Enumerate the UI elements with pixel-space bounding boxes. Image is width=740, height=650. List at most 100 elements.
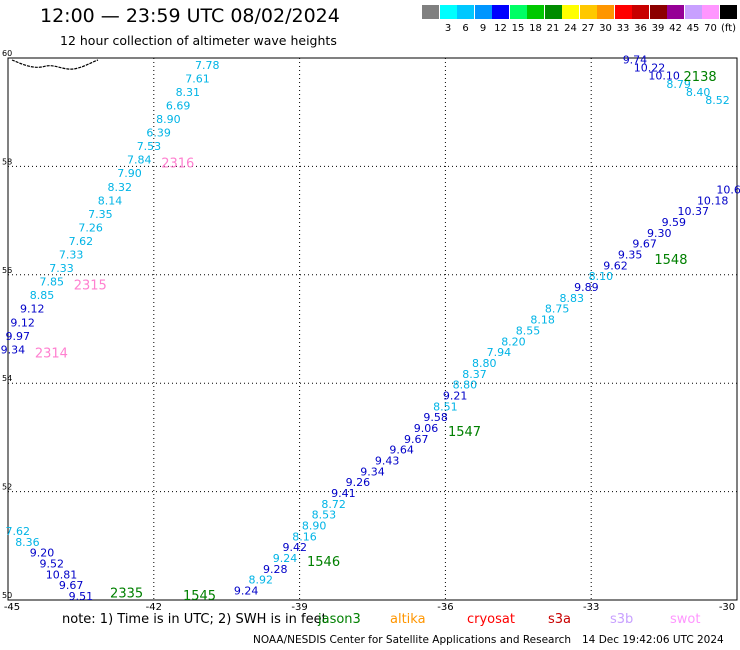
scale-label: 18 (529, 23, 542, 34)
lon-tick-label: -39 (291, 602, 307, 613)
satellite-label-cryosat: cryosat (467, 612, 515, 627)
swh-value: 9.26 (346, 476, 371, 489)
satellite-label-altika: altika (390, 612, 426, 627)
swh-value: 8.14 (98, 194, 123, 207)
swh-value: 8.16 (292, 530, 317, 543)
pass-time-label: 1546 (307, 555, 340, 570)
swh-value: 7.94 (487, 346, 512, 359)
pass-time-label: 2316 (161, 157, 194, 172)
swh-value: 9.24 (273, 552, 298, 565)
scale-swatch (667, 5, 684, 19)
footer-note: note: 1) Time is in UTC; 2) SWH is in fe… (62, 612, 327, 627)
swh-value: 9.34 (1, 343, 26, 356)
page-title: 12:00 — 23:59 UTC 08/02/2024 (40, 5, 340, 27)
scale-swatch (632, 5, 649, 19)
swh-value: 9.24 (234, 585, 259, 598)
swh-value: 8.32 (108, 181, 133, 194)
page-subtitle: 12 hour collection of altimeter wave hei… (60, 33, 337, 48)
scale-swatch (527, 5, 544, 19)
swh-value: 8.51 (433, 400, 458, 413)
swh-value: 9.51 (69, 590, 94, 603)
scale-swatch (474, 5, 492, 19)
pass-time-label: 2315 (74, 279, 107, 294)
swh-value: 7.62 (69, 235, 94, 248)
swh-value: 7.84 (127, 154, 152, 167)
scale-label: 42 (669, 23, 682, 34)
swh-value: 8.83 (560, 292, 585, 305)
scale-unit: (ft) (720, 23, 737, 34)
lat-tick-label: 56 (2, 266, 12, 275)
scale-swatch (544, 5, 562, 19)
scale-swatch (457, 5, 474, 19)
scale-label: 30 (599, 23, 612, 34)
lat-tick-label: 52 (2, 483, 12, 492)
swh-value: 9.64 (389, 444, 414, 457)
swh-value: 9.21 (443, 389, 468, 402)
pass-time-label: 1545 (183, 589, 216, 604)
pass-time-label: 1548 (654, 253, 687, 268)
lon-tick-label: -45 (4, 602, 20, 613)
coastline-fragment (11, 59, 99, 70)
scale-swatch (509, 5, 527, 19)
swh-value: 10.81 (46, 568, 78, 581)
scale-label: 27 (581, 23, 595, 34)
swh-value: 10.10 (648, 70, 680, 83)
swh-value: 8.75 (545, 303, 570, 316)
swh-value: 9.34 (360, 465, 385, 478)
swh-value: 8.79 (666, 78, 691, 91)
scale-label: 39 (651, 23, 665, 34)
pass-time-label: 2335 (110, 586, 143, 601)
swh-value: 6.69 (166, 99, 191, 112)
lon-tick-label: -30 (719, 602, 735, 613)
swh-value: 8.20 (501, 335, 526, 348)
lon-tick-label: -42 (146, 602, 162, 613)
swh-value: 10.37 (678, 205, 710, 218)
lat-tick-label: 50 (2, 591, 12, 600)
scale-swatch (597, 5, 614, 19)
swh-value: 9.43 (375, 455, 400, 468)
swh-value: 8.53 (312, 509, 337, 522)
swh-value: 9.12 (20, 303, 45, 316)
scale-swatch (702, 5, 719, 19)
swh-value: 7.53 (137, 140, 162, 153)
swh-value: 8.18 (530, 314, 555, 327)
lat-tick-label: 54 (2, 374, 12, 383)
swh-value: 8.90 (156, 113, 181, 126)
satellite-label-s3b: s3b (610, 612, 634, 627)
scale-swatch (562, 5, 579, 19)
swh-value: 7.35 (88, 208, 113, 221)
swh-value: 9.97 (5, 330, 30, 343)
credit-line: NOAA/NESDIS Center for Satellite Applica… (253, 634, 571, 646)
swh-value: 9.89 (574, 281, 599, 294)
swh-value: 10.18 (697, 194, 729, 207)
swh-value: 7.85 (39, 276, 64, 289)
lat-tick-label: 58 (2, 157, 12, 166)
scale-swatch (422, 5, 439, 19)
scale-swatch (614, 5, 632, 19)
swh-value: 8.37 (462, 368, 487, 381)
swh-value: 8.52 (705, 94, 730, 107)
swh-value: 9.42 (282, 541, 307, 554)
swh-value: 8.80 (453, 379, 478, 392)
scale-label: 24 (564, 23, 577, 34)
scale-swatch (649, 5, 667, 19)
swh-value: 9.20 (30, 547, 55, 560)
swh-value: 9.06 (414, 422, 439, 435)
scale-label: 21 (546, 23, 560, 34)
swh-value: 9.41 (331, 487, 356, 500)
swh-value: 9.35 (618, 249, 643, 262)
swh-value: 8.40 (686, 86, 711, 99)
lat-tick-label: 60 (2, 49, 12, 58)
swh-value: 7.78 (195, 59, 220, 72)
swh-value: 9.67 (632, 238, 657, 251)
scale-label: 15 (511, 23, 525, 34)
swh-value: 6.39 (146, 127, 171, 140)
scale-label: 9 (479, 23, 487, 34)
scale-swatch (439, 5, 457, 19)
swh-value: 9.52 (39, 557, 64, 570)
satellite-label-s3a: s3a (548, 612, 572, 627)
swh-value: 9.28 (263, 563, 288, 576)
scale-label: 36 (634, 23, 647, 34)
swh-value: 9.12 (10, 316, 35, 329)
